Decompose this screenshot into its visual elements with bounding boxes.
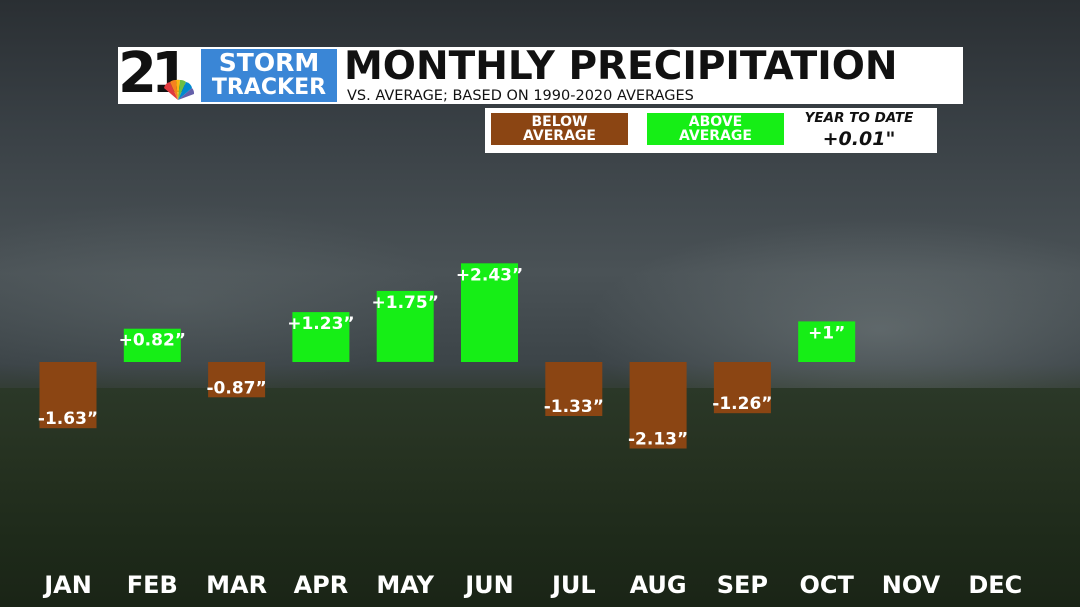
month-label-feb: FEB	[127, 571, 178, 599]
bar-label-mar: -0.87”	[207, 378, 267, 398]
bar-label-apr: +1.23”	[287, 314, 354, 334]
bar-mar	[208, 362, 266, 398]
month-label-jan: JAN	[42, 571, 92, 599]
nbc-peacock-icon	[164, 79, 195, 100]
month-label-dec: DEC	[968, 571, 1022, 599]
bar-label-jun: +2.43”	[456, 265, 523, 285]
storm-logo-line2: TRACKER	[211, 75, 327, 100]
bar-may	[376, 290, 434, 362]
month-label-jun: JUN	[463, 571, 514, 599]
bar-label-may: +1.75”	[372, 293, 439, 313]
bar-feb	[123, 328, 181, 362]
bar-label-sep: -1.26”	[712, 394, 772, 414]
bar-apr	[292, 312, 350, 362]
chart-title: MONTHLY PRECIPITATION	[344, 44, 898, 89]
legend-below-average: BELOW AVERAGE	[491, 113, 628, 145]
field-background	[0, 388, 1080, 607]
bar-aug	[629, 362, 687, 449]
bar-jan	[39, 362, 97, 429]
month-label-may: MAY	[376, 571, 434, 599]
month-label-mar: MAR	[206, 571, 267, 599]
bar-label-feb: +0.82”	[119, 331, 186, 351]
month-label-apr: APR	[294, 571, 349, 599]
legend-below-line1: BELOW	[531, 114, 588, 130]
bar-oct	[798, 321, 856, 362]
month-label-aug: AUG	[630, 571, 687, 599]
bar-jun	[461, 263, 518, 362]
bar-label-aug: -2.13”	[628, 430, 688, 450]
bar-label-oct: +1”	[808, 323, 845, 343]
storm-tracker-logo: STORM TRACKER	[201, 49, 337, 102]
bar-label-jul: -1.33”	[544, 397, 604, 417]
bar-sep	[713, 362, 771, 414]
month-label-sep: SEP	[717, 571, 768, 599]
ytd-label: YEAR TO DATE	[804, 110, 914, 126]
bar-label-jan: -1.63”	[38, 409, 98, 429]
chart-subtitle: VS. AVERAGE; BASED ON 1990-2020 AVERAGES	[347, 88, 694, 104]
legend-above-line1: ABOVE	[688, 114, 743, 130]
ytd-value: +0.01"	[822, 128, 896, 150]
month-label-nov: NOV	[882, 571, 941, 599]
storm-logo-line1: STORM	[218, 48, 320, 77]
month-label-jul: JUL	[550, 571, 596, 599]
legend-below-line2: AVERAGE	[523, 128, 596, 144]
month-label-oct: OCT	[800, 571, 855, 599]
legend-above-line2: AVERAGE	[679, 128, 752, 144]
legend-above-average: ABOVE AVERAGE	[647, 113, 784, 145]
bar-jul	[545, 362, 603, 416]
